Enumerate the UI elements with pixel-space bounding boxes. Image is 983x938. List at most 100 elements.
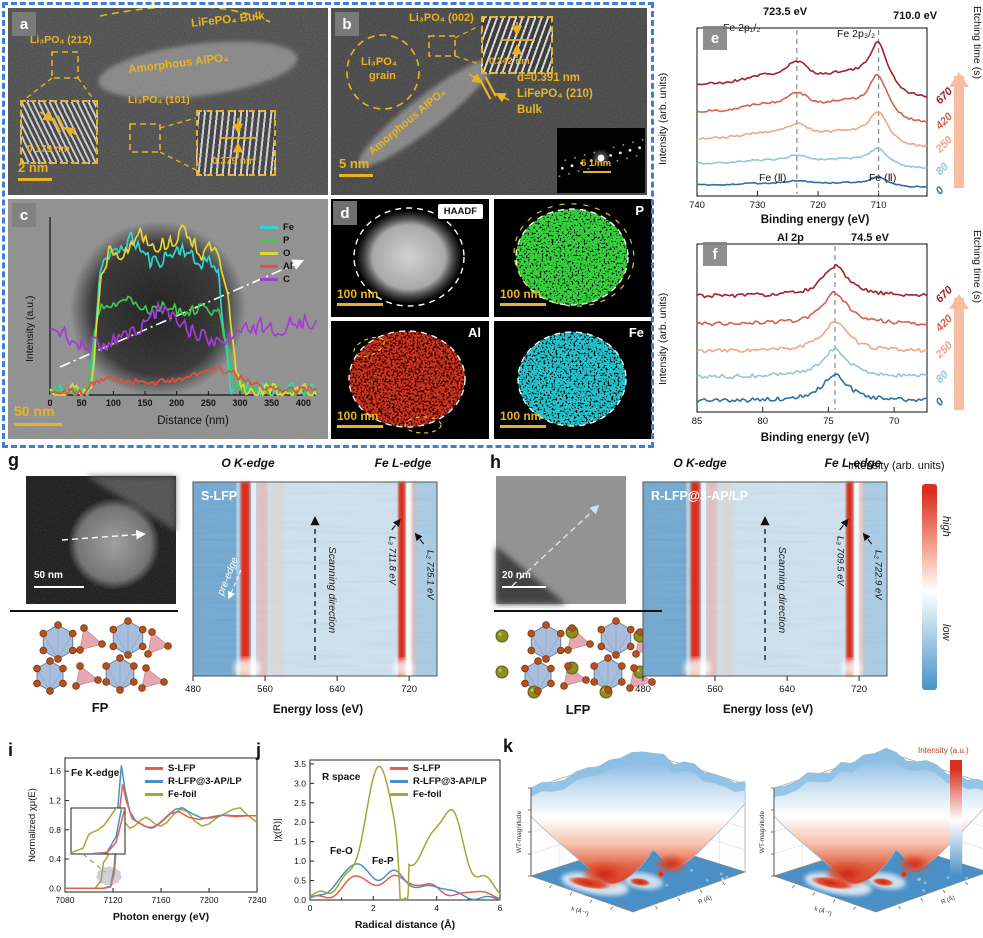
- f-x-axis-label: Binding energy (eV): [760, 432, 870, 444]
- f-al2p-label: Al 2p: [777, 232, 804, 244]
- panel-letter-k: k: [503, 736, 514, 756]
- tile-haadf-scale-label: 100 nm: [337, 287, 379, 301]
- tile-haadf-label: HAADF: [437, 204, 483, 219]
- tile-fe-label: Fe: [628, 325, 644, 340]
- svg-text:480: 480: [185, 684, 201, 695]
- c-legend: Fe P O Al C: [260, 221, 294, 286]
- svg-text:0: 0: [308, 903, 313, 913]
- label-li3po4-101: Li₃PO₄ (101): [128, 94, 190, 106]
- panel-d-eds-maps: d HAADF 100 nm P 100 nm Al 100 nm Fe 100…: [331, 199, 652, 441]
- j-legend: S-LFP R-LFP@3-AP/LP Fe-foil: [390, 762, 487, 801]
- j-legend-rlfp: R-LFP@3-AP/LP: [390, 775, 487, 788]
- j-label-rlfp: R-LFP@3-AP/LP: [413, 776, 487, 787]
- svg-text:0.0: 0.0: [49, 883, 61, 893]
- svg-text:|χ(R)|: |χ(R)|: [272, 818, 283, 841]
- svg-text:Scanning direction: Scanning direction: [776, 547, 788, 634]
- lfp-crystal-structure: [495, 617, 660, 699]
- j-legend-slfp: S-LFP: [390, 762, 487, 775]
- j-swatch-rlfp: [390, 780, 408, 783]
- f-etching-time-label: Etching time (s): [971, 230, 983, 303]
- svg-text:150: 150: [137, 398, 152, 408]
- j-feo-label: Fe-O: [330, 846, 353, 857]
- svg-text:R-LFP@3-AP/LP: R-LFP@3-AP/LP: [651, 489, 748, 503]
- scalebar-c-label: 50 nm: [14, 403, 55, 419]
- h-o-kedge-title: O K-edge: [673, 456, 727, 470]
- c-x-axis-label: Distance (nm): [157, 415, 229, 427]
- svg-text:0: 0: [934, 395, 947, 408]
- panel-letter-e: e: [703, 26, 727, 50]
- gh-colorbar-high: high: [940, 516, 952, 537]
- e-peak1-label: 723.5 eV: [763, 6, 808, 18]
- i-swatch-slfp: [145, 767, 163, 770]
- label-d-0379: 0.379 nm: [212, 156, 255, 167]
- f-peak-label: 74.5 eV: [851, 232, 889, 244]
- g-eels-heatmap: Scanning direction S-LFP L₃ 711.8 eV L₂ 725…: [185, 481, 438, 695]
- i-legend-slfp: S-LFP: [145, 762, 242, 775]
- tile-al-scale-label: 100 nm: [337, 409, 379, 423]
- panel-letter-a: a: [12, 12, 36, 36]
- label-grain-1: Li₃PO₄: [361, 56, 397, 68]
- linescan-chart: 0 50 100 150 200 250 300 350 400: [47, 217, 317, 408]
- svg-text:2.0: 2.0: [294, 817, 306, 827]
- e-peak2-label: 710.0 eV: [893, 10, 938, 22]
- gh-colorbar-low: low: [940, 624, 952, 641]
- j-swatch-fefoil: [390, 793, 408, 796]
- panel-a-hrtem: a LiFePO₄ Bulk Li₃PO₄ (212) Amorphous Al…: [8, 8, 328, 195]
- saed-scale-label: 5 1/nm: [581, 158, 612, 169]
- gh-colorbar-title: Intensity (arb. units): [848, 460, 945, 472]
- g-divider: [10, 610, 178, 612]
- gh-colorbar: [922, 484, 937, 690]
- svg-text:80: 80: [934, 368, 952, 386]
- svg-text:420: 420: [933, 110, 956, 133]
- panel-letter-b: b: [335, 12, 359, 36]
- svg-text:WT-magnitude: WT-magnitude: [516, 810, 523, 853]
- i-label-slfp: S-LFP: [168, 763, 196, 774]
- e-etching-time-label: Etching time (s): [971, 6, 983, 79]
- h-stem-scalebar: [502, 586, 546, 588]
- svg-text:80: 80: [757, 416, 768, 427]
- svg-text:640: 640: [329, 684, 345, 695]
- svg-text:300: 300: [232, 398, 247, 408]
- panel-f-xps-al2p: 85 80 75 70 670 420 250 80 0 f Intensity (arb. u…: [655, 228, 983, 448]
- svg-text:0.8: 0.8: [49, 825, 61, 835]
- tile-haadf-scalebar: [337, 303, 383, 306]
- svg-text:3.5: 3.5: [294, 759, 306, 769]
- g-eels-x-label: Energy loss (eV): [272, 704, 364, 716]
- svg-text:560: 560: [707, 684, 723, 695]
- j-swatch-slfp: [390, 767, 408, 770]
- svg-text:670: 670: [934, 85, 956, 107]
- svg-text:80: 80: [934, 160, 952, 178]
- inset-fringe-0242: 0.242 nm: [481, 16, 553, 74]
- panel-b-annotations: [346, 25, 510, 110]
- svg-text:480: 480: [635, 684, 651, 695]
- svg-text:250: 250: [201, 398, 216, 408]
- e-x-axis-label: Binding energy (eV): [760, 214, 870, 226]
- svg-text:Photon energy (eV): Photon energy (eV): [113, 911, 209, 923]
- tile-p-scale-label: 100 nm: [500, 287, 542, 301]
- e-etching-arrow-icon: [949, 72, 969, 188]
- legend-item-o: O: [260, 247, 294, 260]
- panel-letter-f: f: [703, 242, 727, 266]
- svg-text:720: 720: [851, 684, 867, 695]
- exafs-chart: 0 2 4 6 0.0 0.5 1.0 1.5 2.0 2.5 3.0 3.5 Radical dist…: [272, 759, 503, 931]
- wavelet-3d-right: WT-magnitude k (Å⁻¹) R (Å): [759, 747, 983, 918]
- svg-text:0: 0: [47, 398, 52, 408]
- scalebar-c: [14, 423, 62, 426]
- j-label-slfp: S-LFP: [413, 763, 441, 774]
- g-o-kedge-title: O K-edge: [221, 456, 275, 470]
- saed-inset: [557, 128, 645, 193]
- e-fe2p12-label: Fe 2p₁/₂: [723, 22, 761, 34]
- i-fe-kedge-tag: Fe K-edge: [71, 768, 120, 779]
- e-fe2-left-label: Fe (Ⅱ): [759, 172, 787, 184]
- label-d-0179: 0.179 nm: [27, 144, 70, 155]
- svg-text:7240: 7240: [248, 895, 267, 905]
- panel-e-xps-fe2p: 740 730 720 710 670 420 250 80 0 e Intensity (ar…: [655, 4, 983, 228]
- svg-text:7200: 7200: [200, 895, 219, 905]
- f-y-axis-label: Intensity (arb. units): [657, 292, 669, 386]
- legend-item-c: C: [260, 273, 294, 286]
- h-stem-image: [496, 476, 626, 604]
- k-colorbar-title: Intensity (a.u.): [918, 746, 969, 755]
- svg-text:0.5: 0.5: [294, 876, 306, 886]
- svg-text:R (Å): R (Å): [940, 895, 956, 906]
